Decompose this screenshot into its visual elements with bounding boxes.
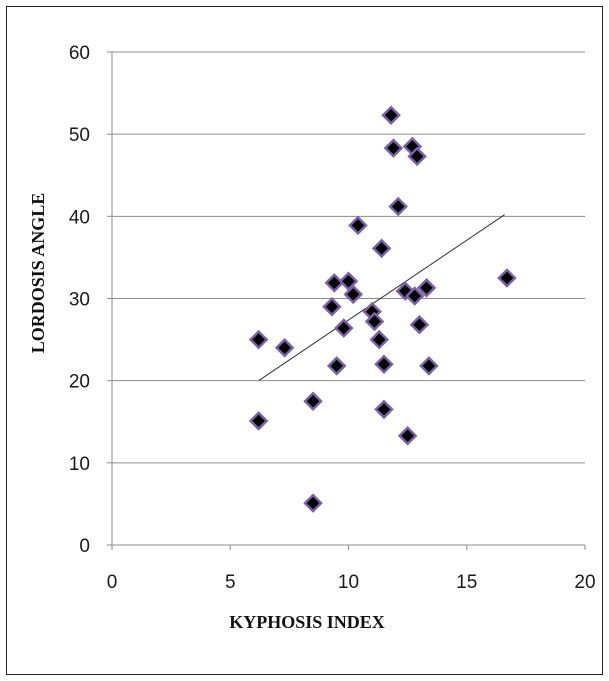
y-tick-label: 50 <box>69 125 90 146</box>
data-point <box>497 268 517 288</box>
data-point <box>348 215 368 236</box>
data-point <box>419 356 439 376</box>
data-point <box>326 356 347 376</box>
data-point <box>409 315 430 335</box>
data-point <box>303 391 323 411</box>
y-axis-title: LORDOSIS ANGLE <box>28 193 48 354</box>
data-point <box>322 296 342 317</box>
data-point <box>374 399 394 420</box>
data-point <box>274 338 295 358</box>
y-tick-label: 20 <box>69 372 90 393</box>
data-point <box>407 146 427 167</box>
data-point <box>416 278 437 298</box>
data-point <box>369 329 390 350</box>
chart-frame <box>6 6 603 675</box>
x-tick-label: 0 <box>107 572 118 593</box>
y-tick-label: 60 <box>69 43 90 64</box>
y-tick-label: 30 <box>69 290 90 311</box>
data-point <box>388 196 408 217</box>
y-tick-label: 10 <box>69 454 90 475</box>
data-point <box>364 311 385 332</box>
data-point <box>371 238 392 259</box>
data-point <box>397 425 418 446</box>
x-tick-label: 15 <box>456 572 477 593</box>
x-axis-title: KYPHOSIS INDEX <box>229 612 385 632</box>
x-tick-label: 20 <box>574 572 595 593</box>
data-point <box>404 286 425 306</box>
data-point <box>381 105 401 126</box>
data-point <box>324 273 345 293</box>
data-point <box>303 493 323 513</box>
data-point <box>248 411 269 431</box>
data-point <box>338 271 359 292</box>
data-point <box>374 354 394 375</box>
x-tick-label: 5 <box>225 572 236 593</box>
data-point <box>383 138 404 158</box>
data-points <box>248 105 517 513</box>
y-tick-label: 40 <box>69 207 90 228</box>
tick-labels: 0 10 20 30 40 50 60 0 5 10 15 20 <box>69 43 596 593</box>
data-point <box>334 318 354 338</box>
gridlines <box>112 51 585 464</box>
data-point <box>343 284 363 305</box>
axes <box>107 51 586 550</box>
trendline <box>258 214 505 382</box>
data-point <box>248 329 269 350</box>
trendline-group <box>258 214 505 382</box>
y-tick-label: 0 <box>79 536 90 557</box>
x-tick-label: 10 <box>338 572 359 593</box>
